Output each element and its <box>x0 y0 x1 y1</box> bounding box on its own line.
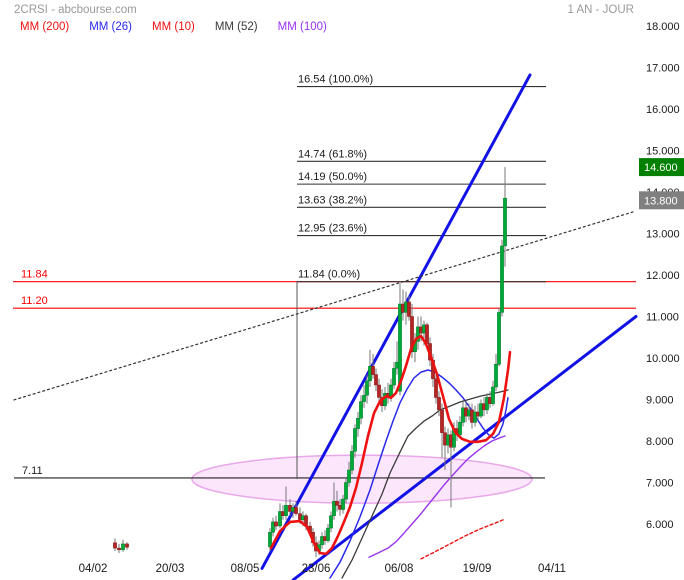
fib-label-100.0%: 16.54 (100.0%) <box>298 74 373 86</box>
level-label-7.11: 7.11 <box>22 465 43 477</box>
x-axis-tick-04-02: 04/02 <box>79 563 108 575</box>
level-label-11.84: 11.84 <box>21 269 48 281</box>
y-axis-tick-17: 17.000 <box>646 63 680 75</box>
legend-item-26: MM (26) <box>89 21 133 33</box>
y-axis-tick-12: 12.000 <box>646 270 680 282</box>
fib-label-23.6%: 12.95 (23.6%) <box>298 223 367 235</box>
price-badge-14.600 <box>639 158 684 177</box>
legend-item-10: MM (10) <box>152 21 195 33</box>
ma-curve-52 <box>341 389 509 579</box>
level-label-11.20: 11.20 <box>21 295 48 307</box>
y-axis-tick-8: 8.000 <box>646 436 674 448</box>
moving-average-legend: MM (200) MM (26) MM (10) MM (52) MM (100) <box>20 21 327 33</box>
x-axis-tick-04-11: 04/11 <box>538 563 566 575</box>
timeframe-label: 1 AN - JOUR <box>567 4 634 16</box>
candles-layer <box>113 167 507 558</box>
price-badge-13.800 <box>639 191 684 210</box>
y-axis-tick-7: 7.000 <box>646 478 674 490</box>
accumulation-zone-ellipse <box>191 454 533 504</box>
x-axis-tick-08-05: 08/05 <box>231 563 260 575</box>
y-axis-tick-16: 16.000 <box>646 104 680 116</box>
y-axis-tick-18: 18.000 <box>646 21 680 33</box>
x-axis-tick-19-09: 19/09 <box>463 563 492 575</box>
legend-item-100: MM (100) <box>277 21 327 33</box>
y-axis-tick-10: 10.000 <box>646 353 680 365</box>
ma-curve-200 <box>420 519 504 560</box>
legend-item-200: MM (200) <box>20 21 70 33</box>
chart-title: 2CRSI - abcbourse.com <box>14 4 137 16</box>
x-axis-tick-06-08: 06/08 <box>385 563 414 575</box>
x-axis-tick-20-03: 20/03 <box>156 563 185 575</box>
fib-label-50.0%: 14.19 (50.0%) <box>298 171 367 183</box>
ma-curve-10 <box>269 334 512 556</box>
y-axis-tick-11: 11.000 <box>646 312 679 324</box>
legend-item-52: MM (52) <box>214 21 258 33</box>
price-badge-text-13.800: 13.800 <box>644 195 678 207</box>
price-badge-text-14.600: 14.600 <box>644 162 678 174</box>
y-axis-tick-6: 6.000 <box>646 519 674 531</box>
y-axis-tick-15: 15.000 <box>646 146 680 158</box>
trendline-long-term-dotted <box>13 211 634 401</box>
ma-curve-100 <box>368 435 506 558</box>
x-axis-tick-23-06: 23/06 <box>302 563 331 575</box>
y-axis-tick-13: 13.000 <box>646 229 680 241</box>
trendline-channel-upper <box>260 73 532 570</box>
fib-label-38.2%: 13.63 (38.2%) <box>298 194 367 206</box>
fib-label-61.8%: 14.74 (61.8%) <box>298 148 367 160</box>
trendline-channel-lower <box>291 315 638 580</box>
fib-label-0.0%: 11.84 (0.0%) <box>298 269 360 281</box>
y-axis-tick-9: 9.000 <box>646 395 674 407</box>
